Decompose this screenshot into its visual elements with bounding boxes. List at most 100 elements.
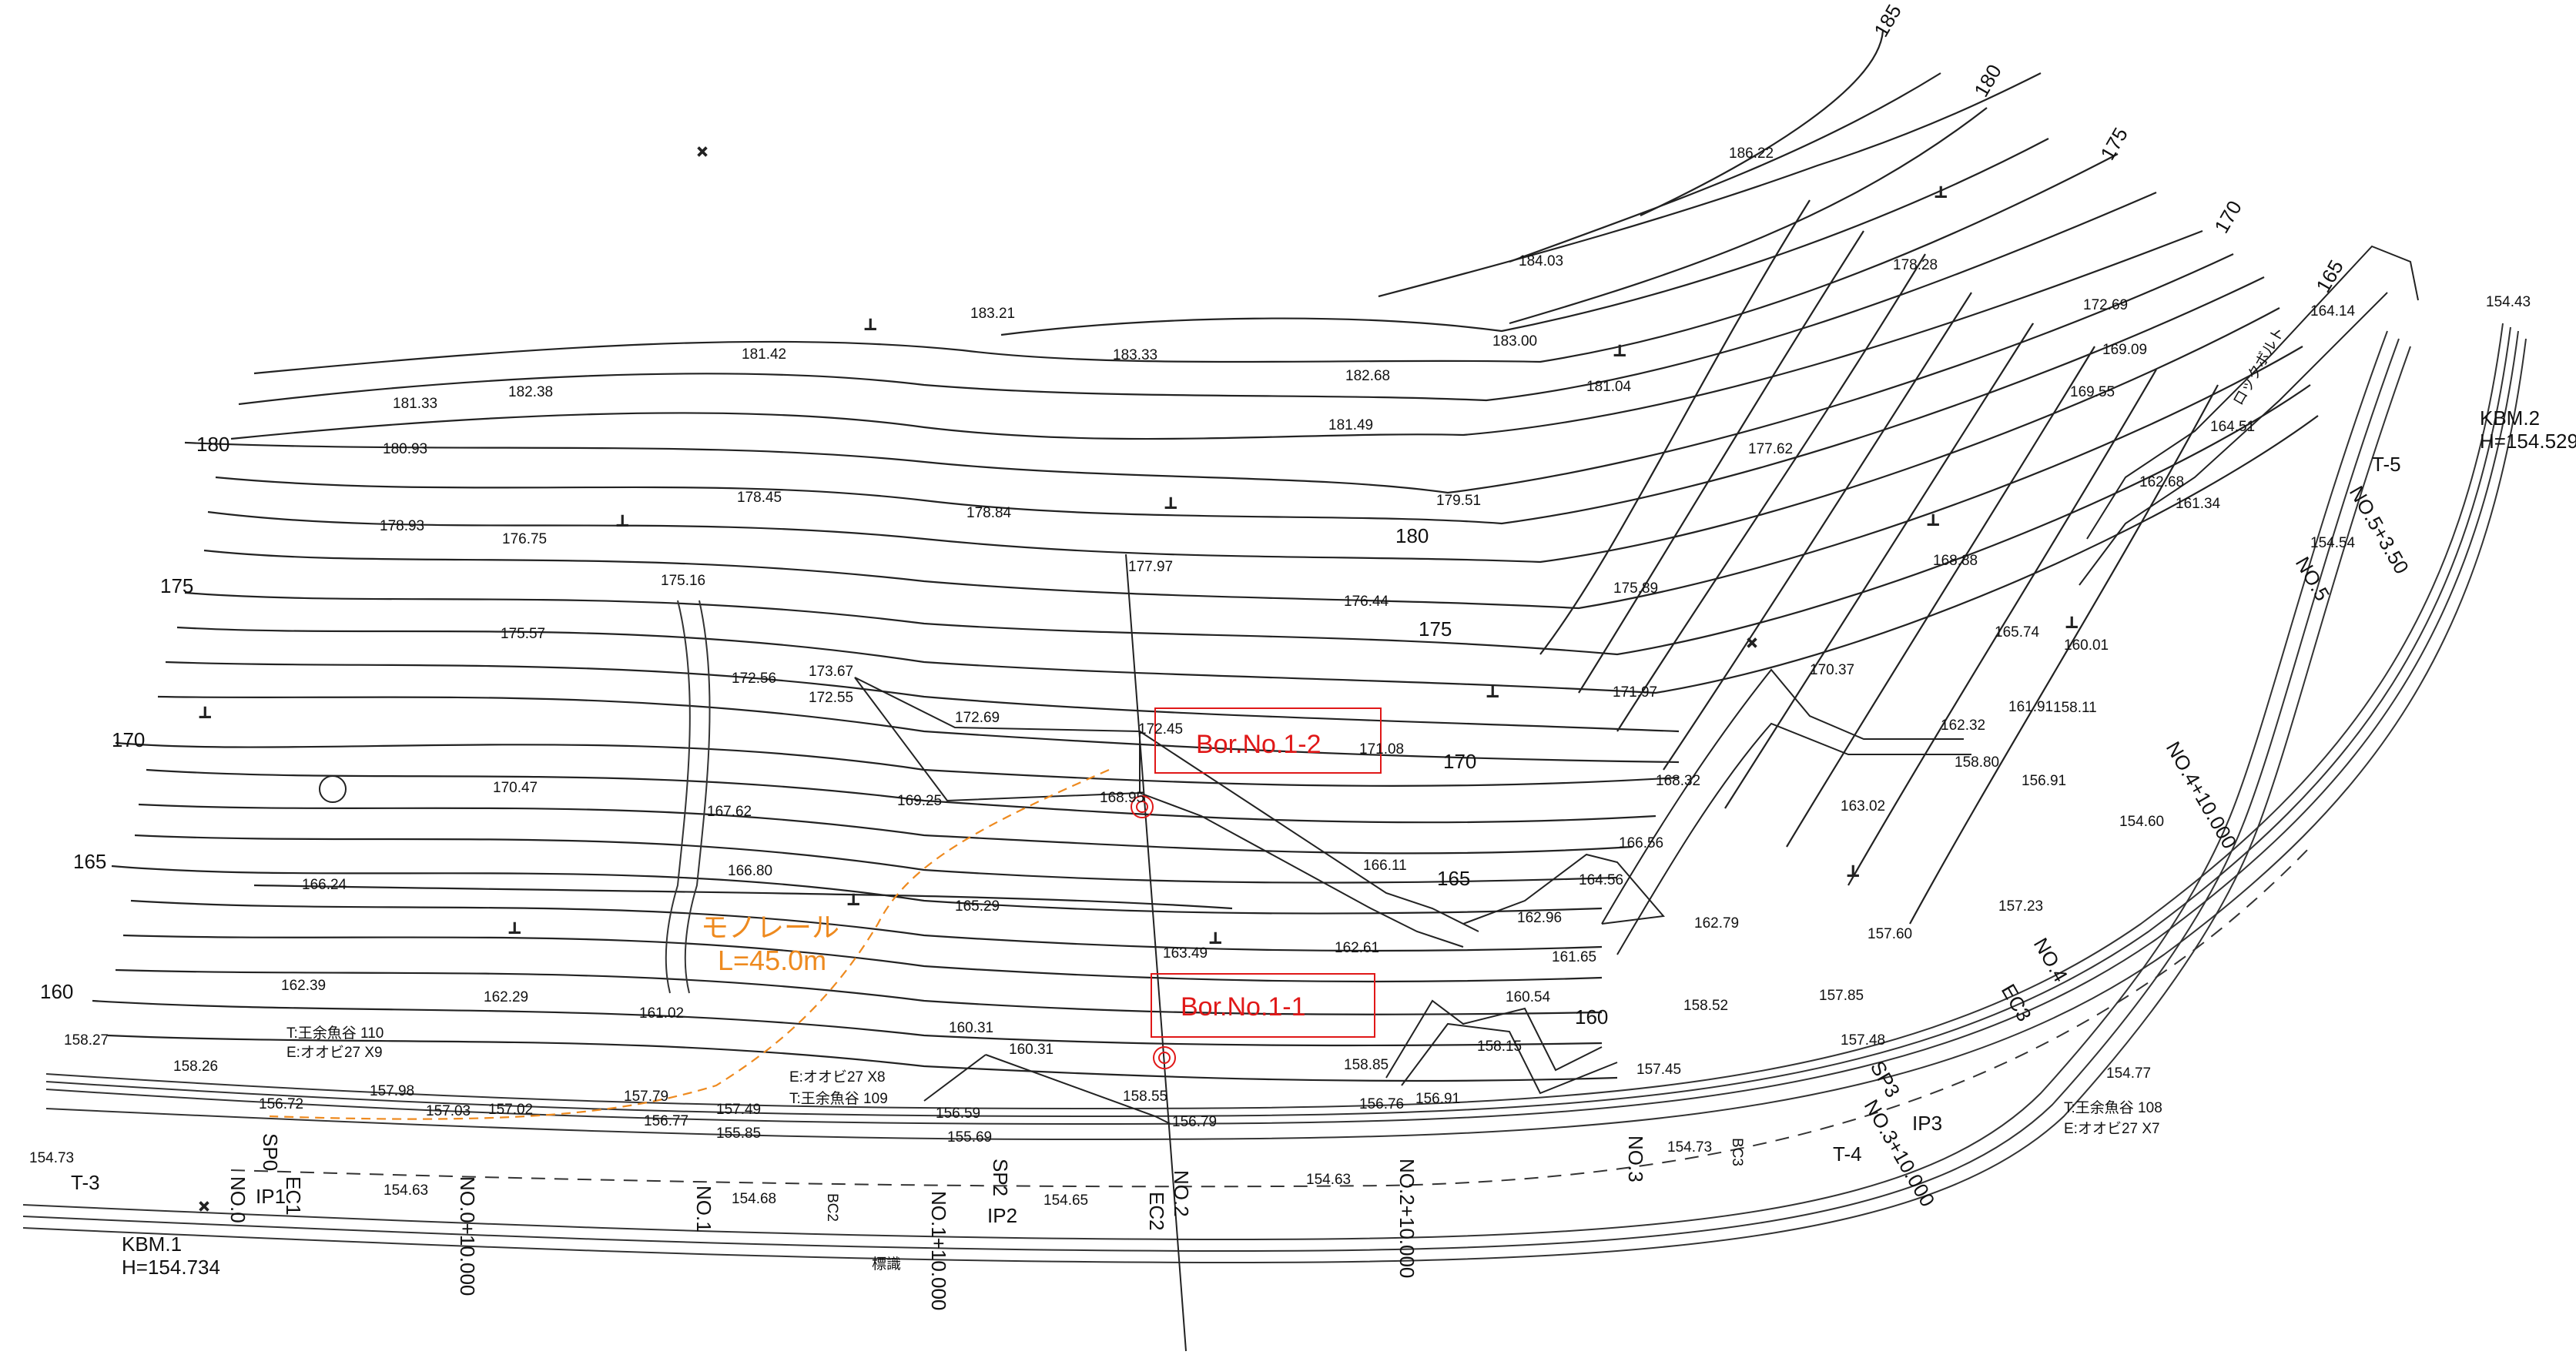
- svg-text:⊥: ⊥: [616, 513, 629, 530]
- spot-elevation: 162.29: [484, 989, 528, 1005]
- spot-elevation: 158.15: [1477, 1039, 1522, 1055]
- contour-label-160-left: 160: [40, 980, 73, 1003]
- section-line: [1125, 554, 1187, 1352]
- spot-elevation: 157.85: [1819, 988, 1864, 1004]
- spot-elevation: 182.38: [508, 384, 553, 400]
- spot-elevation: 165.29: [955, 898, 1000, 915]
- spot-elevation: 175.16: [661, 573, 705, 589]
- station-label: NO.5+3.50: [2345, 482, 2414, 578]
- contour-label-180-mid: 180: [1395, 524, 1429, 547]
- curve-point-label: IP2: [987, 1204, 1017, 1227]
- spot-elevation: 180.93: [383, 441, 427, 457]
- borehole-label-1-2: Bor.No.1-2: [1196, 730, 1321, 759]
- svg-text:⊥: ⊥: [508, 921, 521, 937]
- spot-elevation: 172.69: [2083, 297, 2128, 313]
- station-label: NO.0+10.000: [456, 1176, 479, 1296]
- spot-elevation: 166.11: [1363, 858, 1407, 874]
- contour-160: [92, 999, 1603, 1047]
- tree-note-t: T:王余魚谷 110: [286, 1025, 384, 1042]
- contour-label-170-mid: 170: [1443, 750, 1476, 773]
- contour-label-160-mid: 160: [1575, 1005, 1608, 1029]
- curve-point-label: EC1: [282, 1176, 305, 1216]
- benchmark-kbm1: KBM.1 H=154.734: [122, 1233, 220, 1279]
- spot-elevation: 168.88: [1933, 553, 1978, 569]
- spot-elevation: 164.51: [2210, 419, 2255, 435]
- traverse-label: T-3: [71, 1171, 100, 1194]
- curve-point-label: SP0: [259, 1133, 282, 1171]
- monorail-route: [269, 768, 1110, 1120]
- spot-elevation: 162.79: [1694, 915, 1739, 932]
- spot-elevation: 166.80: [728, 863, 772, 879]
- spot-elevation: 156.91: [2022, 773, 2066, 789]
- spot-elevation: 178.28: [1893, 257, 1938, 273]
- spot-elevation: 162.32: [1941, 717, 1985, 734]
- contour-lines: [92, 30, 2319, 1082]
- spot-elevation: 154.63: [384, 1182, 428, 1199]
- spot-elevation: 163.49: [1163, 945, 1208, 962]
- svg-text:⊥: ⊥: [864, 317, 877, 333]
- contour-label-180-left: 180: [196, 433, 229, 456]
- contour-label-180-top: 180: [1969, 60, 2006, 101]
- spot-elevation: 158.52: [1683, 998, 1728, 1014]
- spot-elevation: 183.21: [970, 306, 1015, 322]
- spot-elevation: 162.39: [281, 978, 326, 994]
- station-label: NO.4+10.000: [2162, 738, 2242, 853]
- borehole-1-1-marker: [1153, 1046, 1176, 1069]
- spot-elevation: 181.42: [742, 346, 786, 363]
- contour-label-175-top: 175: [2095, 123, 2132, 164]
- spot-elevation: 155.69: [947, 1129, 992, 1146]
- spot-elevation: 177.97: [1128, 559, 1173, 575]
- spot-elevation: 157.60: [1868, 926, 1912, 942]
- spot-elevation: 156.76: [1359, 1096, 1404, 1112]
- svg-text:×: ×: [1747, 633, 1757, 654]
- station-label: NO.5: [2291, 553, 2334, 605]
- sign-label: 標識: [872, 1256, 901, 1273]
- svg-text:⊥: ⊥: [1613, 343, 1626, 360]
- spot-elevation: 172.45: [1138, 721, 1183, 738]
- spot-elevation: 154.60: [2119, 814, 2164, 830]
- svg-text:⊥: ⊥: [1164, 496, 1177, 512]
- spot-elevation: 162.68: [2139, 474, 2184, 490]
- contour-label-185: 185: [1869, 0, 1906, 41]
- spot-elevation: 154.43: [2486, 294, 2531, 310]
- contour-185: [1640, 30, 1884, 216]
- contour-label-175-left: 175: [160, 574, 193, 597]
- contour-label-165-left: 165: [73, 850, 106, 873]
- station-label: NO.1: [692, 1186, 715, 1233]
- spot-elevation: 161.34: [2176, 496, 2221, 512]
- spot-elevation: 156.91: [1415, 1091, 1460, 1107]
- tree-note-e: E:オオビ27 X7: [2064, 1120, 2160, 1137]
- spot-elevation: 179.51: [1436, 493, 1481, 509]
- svg-text:⊥: ⊥: [1847, 864, 1860, 880]
- spot-elevation: 177.62: [1748, 441, 1793, 457]
- svg-text:⊥: ⊥: [847, 892, 860, 908]
- spot-elevation: 156.72: [259, 1096, 303, 1112]
- spot-elevation: 160.54: [1506, 989, 1551, 1005]
- spot-elevation: 166.56: [1619, 835, 1663, 851]
- svg-text:⊥: ⊥: [2065, 615, 2079, 631]
- spot-elevation: 157.79: [624, 1089, 668, 1105]
- svg-text:⊥: ⊥: [199, 705, 212, 721]
- spot-elevation: 171.97: [1613, 684, 1657, 701]
- spot-elevation: 154.65: [1043, 1192, 1088, 1209]
- curve-point-label: BC2: [824, 1193, 840, 1222]
- station-label: NO.1+10.000: [927, 1191, 950, 1310]
- contour-labels: 185 180 175 170 165 180 180 175 175 170 …: [40, 0, 2348, 1029]
- curve-point-label: IP1: [256, 1185, 286, 1208]
- spot-elevation: 181.49: [1328, 417, 1373, 433]
- spot-elevation: 154.54: [2310, 535, 2356, 551]
- benchmark-kbm2: KBM.2 H=154.529: [2480, 406, 2576, 453]
- station-label: NO.0: [226, 1176, 250, 1223]
- svg-text:×: ×: [199, 1196, 209, 1217]
- spot-elevation: 178.84: [966, 505, 1012, 521]
- contour-label-175-mid: 175: [1419, 617, 1452, 641]
- spot-elevation: 158.26: [173, 1059, 218, 1075]
- rock-bolt-label: ロックボルト: [2229, 324, 2288, 409]
- tree-note-t: T:王余魚谷 109: [789, 1090, 888, 1107]
- contour-165: [111, 865, 1603, 915]
- spot-elevation: 175.57: [501, 626, 545, 642]
- spot-elevation: 169.25: [897, 793, 942, 809]
- contour-label-165-mid: 165: [1437, 867, 1470, 890]
- curve-point-label: EC2: [1145, 1192, 1168, 1231]
